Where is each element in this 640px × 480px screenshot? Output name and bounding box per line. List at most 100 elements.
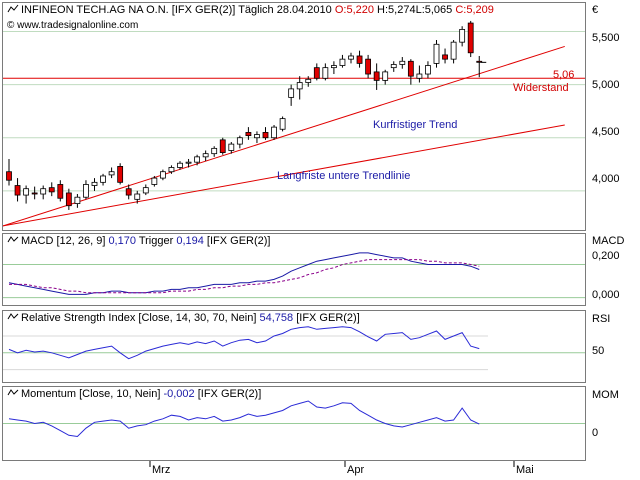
candle-down (373, 71, 380, 81)
price-ytick-label: 4,000 (592, 173, 620, 185)
candle-down (262, 132, 269, 139)
indicator-icon (7, 235, 19, 247)
candle-down (14, 185, 21, 196)
candle-up (185, 161, 192, 164)
macd-header: MACD [12, 26, 9] 0,170 Trigger 0,194 [IF… (7, 235, 270, 247)
candle-up (211, 147, 218, 155)
price-chart-panel: INFINEON TECH.AG NA O.N. [IFX GER(2)] Tä… (2, 2, 586, 231)
candle-up (83, 184, 89, 198)
candle-up (399, 60, 406, 65)
candle-up (296, 82, 303, 90)
date-label: 28.04.2010 (276, 4, 332, 16)
macd-series-line (8, 252, 480, 295)
candle-up (348, 55, 354, 60)
candle-up (40, 188, 47, 195)
candle-down (6, 171, 12, 181)
rsi-axis-label: RSI (592, 313, 611, 325)
candle-up (159, 171, 166, 179)
momentum-source: [IFX GER(2)] (197, 388, 262, 400)
short-trend-label: Kurfristiger Trend (373, 119, 458, 131)
candle-up (330, 65, 337, 69)
rsi-value: 54,758 (259, 312, 294, 324)
candle-up (459, 29, 466, 43)
resistance-value-label: 5,06 (553, 69, 575, 81)
symbol-label: INFINEON TECH.AG NA O.N. [IFX GER(2)] (21, 4, 236, 16)
long-trend-line (3, 124, 565, 227)
candle-up (236, 137, 243, 145)
candle-down (356, 55, 363, 64)
candle-down (31, 192, 38, 195)
indicator-icon (7, 388, 19, 400)
rsi-series-line (8, 326, 480, 360)
x-axis-ticks (149, 461, 515, 467)
price-chart-plot (3, 20, 585, 227)
macd-plot (3, 252, 585, 299)
period-label: Täglich (238, 4, 274, 16)
momentum-series-line (8, 400, 480, 438)
candle-up (228, 143, 235, 151)
rsi-title: Relative Strength Index [Close, 14, 30, … (21, 312, 257, 324)
candle-up (288, 88, 295, 98)
candle-down (407, 60, 414, 77)
currency-symbol: € (592, 4, 599, 16)
candle-up (390, 64, 397, 69)
candle-up (322, 67, 329, 79)
momentum-ytick-label: 0 (592, 427, 599, 439)
macd-title: MACD [12, 26, 9] (21, 235, 106, 247)
candle-up (142, 187, 149, 194)
momentum-panel: Momentum [Close, 10, Nein] -0,002 [IFX G… (2, 386, 586, 461)
candle-up (108, 171, 115, 176)
candle-down (125, 188, 132, 196)
rsi-ytick-label: 50 (592, 345, 605, 357)
trigger-label: Trigger (138, 235, 174, 247)
momentum-axis-label: MOM (592, 389, 619, 401)
x-label-apr: Apr (347, 464, 365, 476)
chart-line-icon (7, 4, 19, 16)
candle-up (23, 188, 30, 196)
candle-down (442, 54, 448, 60)
macd-axis-label: MACD (592, 235, 625, 247)
macd-ytick-label: 0,200 (592, 250, 620, 262)
macd-series-line (9, 259, 480, 294)
candle-down (57, 184, 64, 199)
low-value: L:5,065 (415, 4, 453, 16)
watermark: © www.tradesignalonline.com (7, 20, 139, 31)
open-value: O:5,220 (334, 4, 374, 16)
candle-up (134, 193, 141, 200)
short-trend-line (3, 45, 565, 227)
candle-up (339, 58, 346, 66)
candle-down (245, 132, 252, 137)
candle-up (194, 156, 201, 163)
price-ytick-label: 5,000 (592, 79, 620, 91)
rsi-panel: Relative Strength Index [Close, 14, 30, … (2, 310, 586, 383)
resistance-label: Widerstand (513, 82, 569, 94)
momentum-plot (3, 400, 585, 438)
candle-down (313, 67, 320, 79)
macd-panel: MACD [12, 26, 9] 0,170 Trigger 0,194 [IF… (2, 233, 586, 306)
momentum-title: Momentum [Close, 10, Nein] (21, 388, 161, 400)
candle-up (279, 118, 286, 130)
rsi-source: [IFX GER(2)] (296, 312, 360, 324)
x-label-mai: Mai (516, 464, 534, 476)
candle-up (382, 71, 389, 81)
candle-up (151, 177, 158, 185)
candle-up (450, 41, 457, 60)
candle-up (433, 43, 440, 64)
candle-down (467, 22, 474, 54)
candle-up (305, 78, 312, 83)
momentum-value: -0,002 (163, 388, 195, 400)
candle-up (271, 126, 277, 139)
candle-down (476, 60, 483, 63)
rsi-header: Relative Strength Index [Close, 14, 30, … (7, 312, 360, 324)
macd-ytick-label: 0,000 (592, 289, 620, 301)
candle-up (416, 73, 423, 79)
momentum-header: Momentum [Close, 10, Nein] -0,002 [IFX G… (7, 388, 261, 400)
trigger-value: 0,194 (176, 235, 204, 247)
candle-down (219, 139, 226, 154)
close-value: C:5,209 (455, 4, 494, 16)
candle-up (100, 175, 106, 183)
high-value: H:5,274 (377, 4, 416, 16)
rsi-plot (3, 326, 585, 371)
x-label-mrz: Mrz (152, 464, 171, 476)
candle-down (117, 166, 124, 183)
